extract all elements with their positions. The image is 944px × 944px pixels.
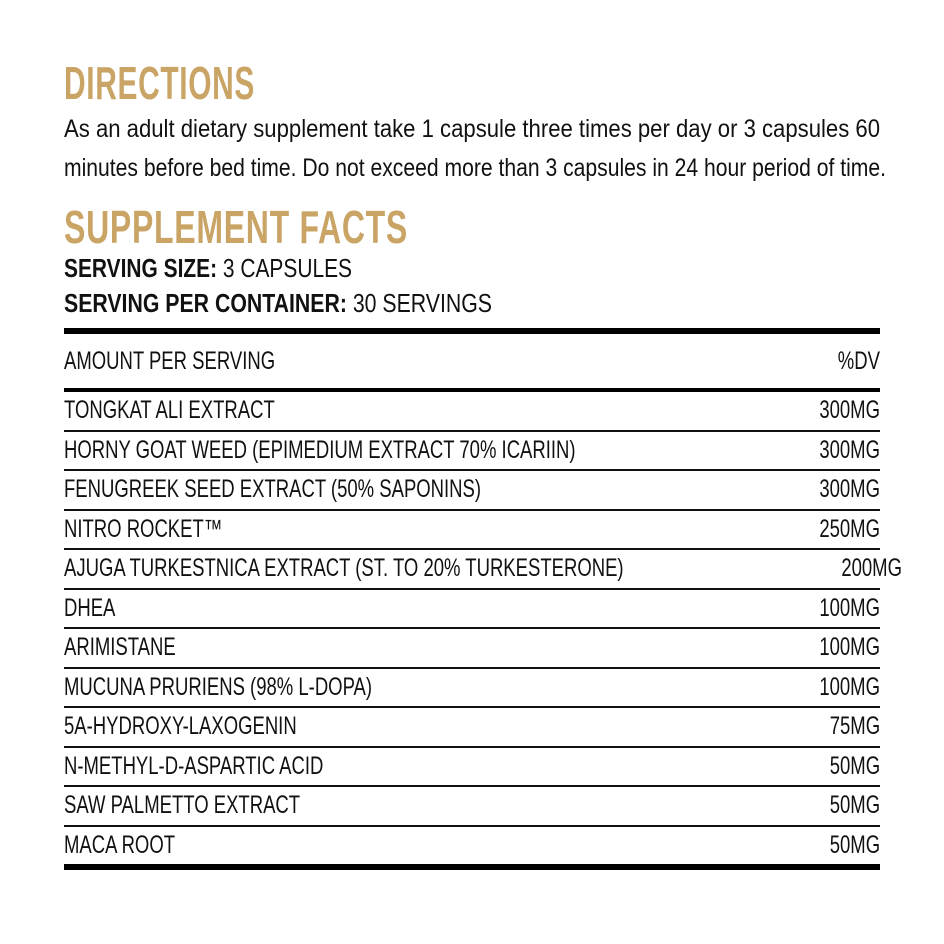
- ingredient-amount: 300MG: [819, 396, 880, 425]
- divider: [64, 824, 880, 827]
- divider: [64, 864, 880, 870]
- divider: [64, 469, 880, 471]
- divider: [64, 548, 880, 550]
- divider: [64, 429, 880, 432]
- serving-size: SERVING SIZE: 3 CAPSULES: [64, 254, 422, 282]
- ingredient-name: N-METHYL-D-ASPARTIC ACID: [64, 751, 324, 780]
- directions-heading: DIRECTIONS: [64, 60, 358, 106]
- table-row: AJUGA TURKESTNICA EXTRACT (ST. TO 20% TU…: [64, 550, 902, 588]
- supplement-facts-table: AMOUNT PER SERVING %DV TONGKAT ALI EXTRA…: [64, 328, 902, 870]
- table-row: N-METHYL-D-ASPARTIC ACID 50MG: [64, 748, 880, 786]
- ingredient-amount: 75MG: [829, 712, 880, 741]
- directions-text: minutes before bed time. Do not exceed m…: [64, 154, 886, 182]
- ingredient-amount: 100MG: [819, 633, 880, 662]
- ingredient-amount: 300MG: [819, 435, 880, 464]
- directions-line-1: As an adult dietary supplement take 1 ca…: [64, 115, 944, 143]
- ingredient-amount: 50MG: [829, 791, 880, 820]
- ingredient-name: NITRO ROCKET™: [64, 514, 223, 543]
- ingredient-name: HORNY GOAT WEED (EPIMEDIUM EXTRACT 70% I…: [64, 435, 576, 464]
- directions-text: As an adult dietary supplement take 1 ca…: [64, 115, 880, 143]
- ingredient-amount: 300MG: [819, 475, 880, 504]
- servings-label: SERVING PER CONTAINER:: [64, 288, 347, 318]
- table-row: NITRO ROCKET™ 250MG: [64, 511, 880, 549]
- divider: [64, 706, 880, 708]
- divider: [64, 508, 880, 511]
- table-row: MACA ROOT 50MG: [64, 827, 880, 865]
- table-row: ARIMISTANE 100MG: [64, 629, 880, 667]
- divider: [64, 587, 880, 590]
- divider: [64, 666, 880, 669]
- ingredient-amount: 50MG: [829, 751, 880, 780]
- servings-per-container: SERVING PER CONTAINER: 30 SERVINGS: [64, 289, 587, 317]
- ingredient-name: FENUGREEK SEED EXTRACT (50% SAPONINS): [64, 475, 482, 504]
- ingredient-name: 5A-HYDROXY-LAXOGENIN: [64, 712, 297, 741]
- ingredient-amount: 100MG: [819, 593, 880, 622]
- divider: [64, 388, 880, 392]
- table-row: DHEA 100MG: [64, 590, 880, 628]
- ingredient-name: SAW PALMETTO EXTRACT: [64, 791, 301, 820]
- serving-size-label: SERVING SIZE:: [64, 253, 218, 283]
- table-row: TONGKAT ALI EXTRACT 300MG: [64, 392, 880, 430]
- ingredient-amount: 200MG: [841, 554, 903, 583]
- ingredient-name: AJUGA TURKESTNICA EXTRACT (ST. TO 20% TU…: [64, 554, 624, 583]
- divider: [64, 745, 880, 748]
- ingredient-amount: 250MG: [819, 514, 880, 543]
- serving-size-value: 3 CAPSULES: [217, 253, 352, 283]
- table-header: AMOUNT PER SERVING %DV: [64, 334, 880, 388]
- servings-value: 30 SERVINGS: [346, 288, 492, 318]
- ingredient-name: MACA ROOT: [64, 830, 176, 859]
- directions-heading-text: DIRECTIONS: [64, 57, 256, 109]
- table-row: 5A-HYDROXY-LAXOGENIN 75MG: [64, 708, 880, 746]
- ingredient-name: MUCUNA PRURIENS (98% L-DOPA): [64, 672, 373, 701]
- table-row: HORNY GOAT WEED (EPIMEDIUM EXTRACT 70% I…: [64, 432, 880, 470]
- ingredient-name: TONGKAT ALI EXTRACT: [64, 396, 275, 425]
- directions-line-2: minutes before bed time. Do not exceed m…: [64, 154, 944, 182]
- table-row: MUCUNA PRURIENS (98% L-DOPA) 100MG: [64, 669, 880, 707]
- supplement-facts-heading-text: SUPPLEMENT FACTS: [64, 201, 408, 253]
- table-row: SAW PALMETTO EXTRACT 50MG: [64, 787, 880, 825]
- ingredient-amount: 50MG: [829, 830, 880, 859]
- table-row: FENUGREEK SEED EXTRACT (50% SAPONINS) 300…: [64, 471, 880, 509]
- header-dv: %DV: [837, 346, 880, 375]
- divider: [64, 627, 880, 629]
- ingredient-name: ARIMISTANE: [64, 633, 176, 662]
- header-amount-per-serving: AMOUNT PER SERVING: [64, 346, 276, 375]
- divider: [64, 785, 880, 787]
- ingredient-amount: 100MG: [819, 672, 880, 701]
- supplement-facts-heading: SUPPLEMENT FACTS: [64, 204, 558, 250]
- ingredient-name: DHEA: [64, 593, 116, 622]
- divider: [64, 328, 880, 334]
